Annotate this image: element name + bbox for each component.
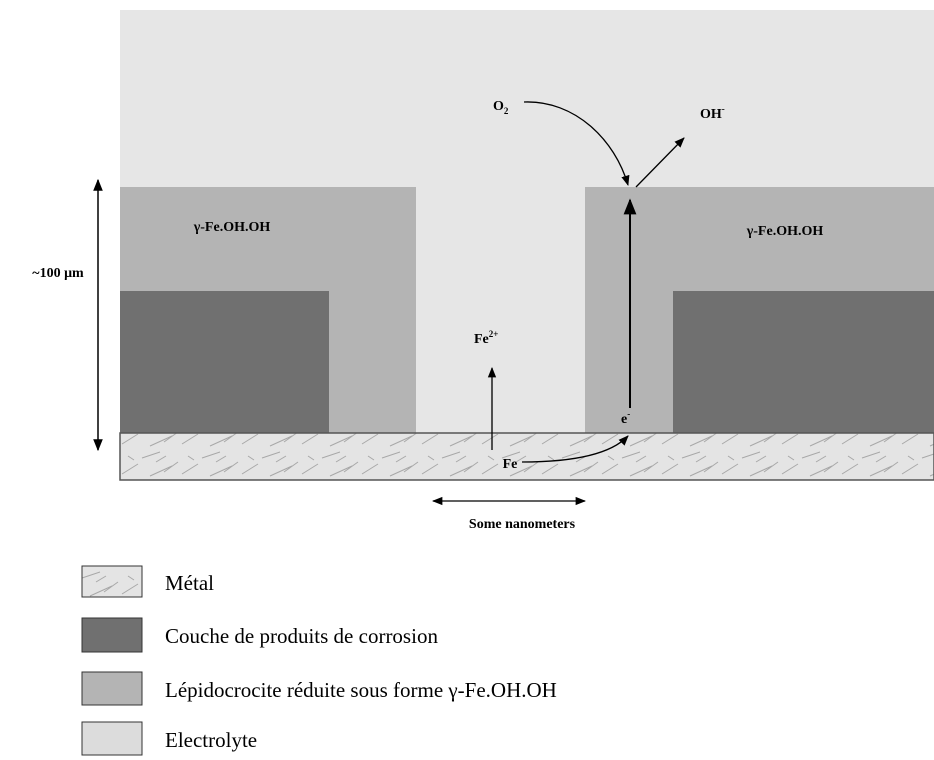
layer-label: γ-Fe.OH.OH: [746, 224, 824, 239]
oxygen-arrow: [523, 101, 630, 186]
legend-swatch: [81, 721, 143, 756]
corrosion-right: [673, 291, 934, 435]
gap-label: Some nanometers: [469, 517, 576, 532]
corrosion-left: [120, 291, 329, 435]
electron-label: e-: [621, 409, 630, 427]
legend-swatch: [81, 565, 143, 598]
legend-swatch: [81, 617, 143, 653]
legend-label: Métal: [165, 571, 214, 595]
ferrous-label: Fe2+: [474, 329, 498, 347]
hydroxide-arrow: [635, 137, 685, 188]
legend-swatch: [81, 671, 143, 706]
electron-flow-arrow: [521, 435, 629, 463]
legend-label: Electrolyte: [165, 728, 257, 752]
thickness-label: ~100 μm: [32, 266, 84, 281]
metal: [119, 432, 934, 481]
oxygen-label: O2: [493, 99, 509, 116]
iron-label: Fe: [503, 457, 518, 472]
layer-label: γ-Fe.OH.OH: [193, 220, 271, 235]
legend-label: Couche de produits de corrosion: [165, 624, 438, 648]
hydroxide-label: OH-: [700, 104, 725, 122]
legend-label: Lépidocrocite réduite sous forme γ-Fe.OH…: [165, 678, 557, 702]
